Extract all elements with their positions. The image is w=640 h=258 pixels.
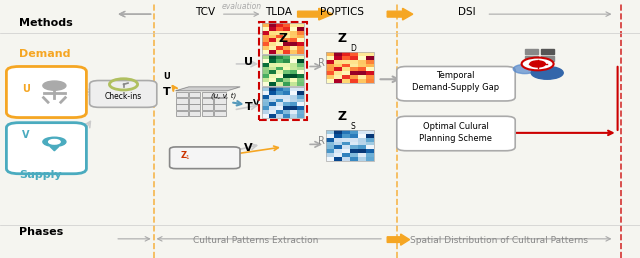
Text: Temporal
Demand-Supply Gap: Temporal Demand-Supply Gap: [412, 71, 499, 92]
Text: R: R: [319, 59, 325, 68]
Polygon shape: [176, 87, 240, 91]
FancyBboxPatch shape: [6, 123, 86, 174]
Text: T: T: [244, 102, 252, 112]
Text: R: R: [319, 136, 325, 146]
Bar: [541, 56, 554, 61]
FancyBboxPatch shape: [397, 67, 515, 101]
Bar: [214, 104, 226, 110]
Text: Z: Z: [278, 32, 287, 45]
Bar: [176, 104, 188, 110]
Text: Z: Z: [338, 32, 347, 45]
Bar: [214, 92, 226, 97]
Polygon shape: [298, 8, 333, 20]
Text: Check-ins: Check-ins: [105, 92, 142, 101]
Bar: [214, 98, 226, 103]
Text: D: D: [351, 44, 356, 53]
Circle shape: [522, 58, 554, 70]
Bar: [326, 130, 374, 161]
Bar: [202, 111, 213, 116]
Circle shape: [43, 81, 66, 90]
Text: Phases: Phases: [19, 227, 63, 237]
Text: Z: Z: [181, 151, 188, 160]
Text: V: V: [244, 143, 253, 153]
Bar: [189, 104, 200, 110]
Text: POPTICS: POPTICS: [321, 7, 364, 17]
Bar: [541, 49, 554, 54]
Text: 1: 1: [186, 155, 189, 160]
Bar: [202, 92, 213, 97]
Polygon shape: [387, 234, 410, 245]
Text: Supply: Supply: [19, 170, 62, 180]
Text: TCV: TCV: [195, 7, 215, 17]
Text: U: U: [244, 57, 253, 67]
Bar: [262, 55, 304, 86]
Text: Spatial Distribution of Cultural Patterns: Spatial Distribution of Cultural Pattern…: [410, 236, 588, 245]
Circle shape: [43, 137, 66, 146]
Bar: [214, 111, 226, 116]
Bar: [176, 98, 188, 103]
Bar: [189, 92, 200, 97]
Bar: [202, 104, 213, 110]
Bar: [262, 87, 304, 118]
Bar: [189, 98, 200, 103]
Text: V: V: [22, 130, 30, 140]
Circle shape: [513, 64, 536, 74]
FancyBboxPatch shape: [6, 67, 86, 118]
Text: Optimal Culural
Planning Scheme: Optimal Culural Planning Scheme: [419, 123, 492, 143]
Bar: [189, 111, 200, 116]
Text: Demand: Demand: [19, 49, 70, 59]
Text: evaluation: evaluation: [222, 2, 262, 11]
Circle shape: [531, 67, 563, 79]
Bar: [531, 65, 541, 69]
Text: DSI: DSI: [458, 7, 476, 17]
Bar: [202, 98, 213, 103]
Polygon shape: [387, 8, 413, 20]
FancyBboxPatch shape: [90, 80, 157, 107]
Bar: [525, 56, 538, 61]
Text: S: S: [351, 122, 355, 131]
Polygon shape: [50, 146, 59, 151]
Circle shape: [530, 61, 545, 67]
FancyBboxPatch shape: [397, 116, 515, 151]
Text: U: U: [163, 72, 170, 81]
Text: V: V: [253, 99, 259, 108]
Bar: [259, 22, 307, 120]
Text: (u, v, t): (u, v, t): [211, 92, 236, 99]
Bar: [326, 52, 374, 83]
Text: TLDA: TLDA: [265, 7, 292, 17]
Circle shape: [49, 140, 60, 144]
Bar: [262, 23, 304, 54]
Bar: [176, 111, 188, 116]
Bar: [176, 92, 188, 97]
Text: T: T: [163, 87, 171, 97]
Text: Z: Z: [338, 110, 347, 123]
Text: Methods: Methods: [19, 18, 73, 28]
Text: U: U: [22, 84, 30, 94]
Bar: [525, 49, 538, 54]
Text: Cultural Patterns Extraction: Cultural Patterns Extraction: [193, 236, 319, 245]
FancyBboxPatch shape: [170, 147, 240, 169]
